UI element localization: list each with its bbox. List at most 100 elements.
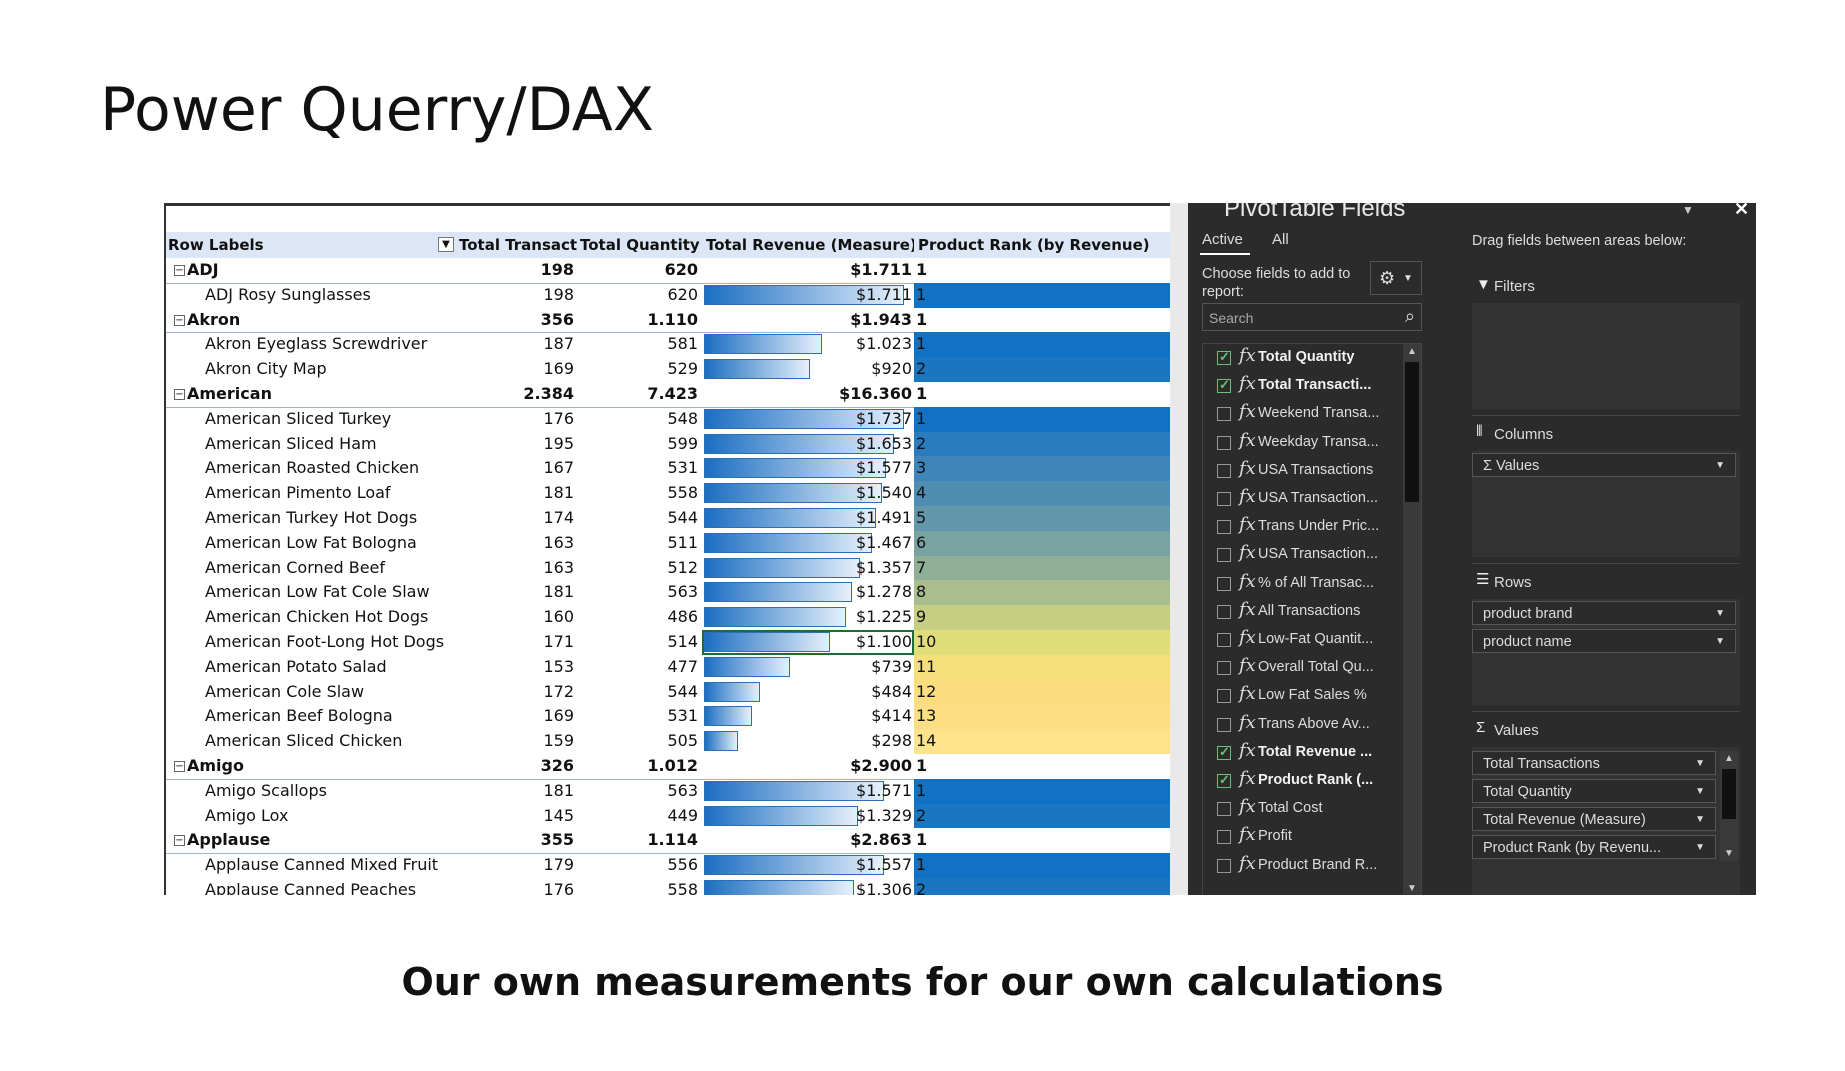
checkbox[interactable] (1217, 520, 1231, 535)
checkbox-checked[interactable] (1217, 349, 1231, 365)
pivot-item-row[interactable]: Applause Canned Mixed Fruit 179 556 $1.557 1 (166, 853, 1170, 878)
field-item[interactable]: fx USA Transaction... (1203, 541, 1403, 569)
total-revenue-cell[interactable]: $1.577 (702, 456, 914, 481)
tab-all[interactable]: All (1272, 231, 1289, 248)
total-quantity-cell[interactable]: 1.012 (647, 756, 698, 775)
total-revenue-cell[interactable]: $1.711 (702, 258, 914, 283)
checkbox-checked[interactable] (1217, 772, 1231, 788)
total-revenue-cell[interactable]: $1.557 (702, 853, 914, 878)
product-rank-cell[interactable]: 2 (914, 431, 1170, 457)
product-rank-cell[interactable]: 7 (914, 555, 1170, 581)
pivot-item-row[interactable]: American Sliced Turkey 176 548 $1.737 1 (166, 406, 1170, 432)
product-rank-cell[interactable]: 13 (914, 704, 1170, 730)
checkbox[interactable] (1217, 548, 1231, 563)
total-quantity-cell[interactable]: 620 (667, 284, 698, 304)
pivot-item-row[interactable]: Akron Eyeglass Screwdriver 187 581 $1.023 1 (166, 332, 1170, 358)
row-label[interactable]: ADJ Rosy Sunglasses (168, 283, 454, 308)
field-item[interactable]: fx Total Cost (1203, 795, 1403, 823)
product-rank-cell[interactable]: 1 (914, 282, 1170, 308)
field-settings-button[interactable]: ⚙ ▼ (1370, 261, 1422, 295)
total-transactions-cell[interactable]: 169 (543, 359, 574, 379)
pivot-item-row[interactable]: American Low Fat Cole Slaw 181 563 $1.278 8 (166, 580, 1170, 606)
checkbox[interactable] (1217, 689, 1231, 704)
row-label[interactable]: American Chicken Hot Dogs (168, 605, 454, 630)
total-transactions-cell[interactable]: 326 (540, 756, 574, 775)
row-label[interactable]: − Amigo (168, 754, 454, 779)
total-quantity-cell[interactable]: 544 (667, 508, 698, 527)
pivot-item-row[interactable]: American Pimento Loaf 181 558 $1.540 4 (166, 481, 1170, 506)
total-revenue-cell[interactable]: $2.863 (702, 828, 914, 853)
pivot-item-row[interactable]: Amigo Lox 145 449 $1.329 2 (166, 803, 1170, 829)
row-label[interactable]: American Turkey Hot Dogs (168, 506, 454, 531)
product-rank-cell[interactable]: 6 (914, 530, 1170, 556)
checkbox[interactable] (1217, 463, 1231, 478)
scroll-down-icon[interactable]: ▼ (1407, 883, 1417, 894)
total-quantity-cell[interactable]: 529 (667, 359, 698, 379)
field-item[interactable]: fx Overall Total Qu... (1203, 654, 1403, 682)
total-transactions-cell[interactable]: 167 (543, 458, 574, 478)
product-rank-cell[interactable]: 12 (914, 679, 1170, 705)
total-transactions-cell[interactable]: 145 (543, 805, 574, 825)
pivot-item-row[interactable]: American Foot-Long Hot Dogs 171 514 $1.100 1… (166, 630, 1170, 655)
total-quantity-cell[interactable]: 486 (667, 607, 698, 627)
row-label[interactable]: Akron City Map (168, 357, 454, 382)
total-transactions-cell[interactable]: 169 (543, 706, 574, 726)
total-revenue-cell[interactable]: $1.491 (702, 506, 914, 531)
scroll-up-icon[interactable]: ▲ (1407, 346, 1417, 357)
field-item[interactable]: fx Low-Fat Quantit... (1203, 626, 1403, 654)
row-label[interactable]: American Potato Salad (168, 655, 454, 680)
total-quantity-cell[interactable]: 505 (667, 731, 698, 751)
pivot-item-row[interactable]: Applause Canned Peaches 176 558 $1.306 2 (166, 878, 1170, 895)
checkbox[interactable] (1217, 407, 1231, 422)
row-label[interactable]: American Low Fat Bologna (168, 531, 454, 556)
product-rank-cell[interactable]: 1 (916, 260, 928, 279)
rows-pill-product-name[interactable]: product name ▼ (1472, 629, 1736, 653)
product-rank-cell[interactable]: 1 (916, 756, 928, 775)
product-rank-cell[interactable]: 9 (914, 605, 1170, 630)
total-revenue-cell[interactable]: $1.540 (702, 481, 914, 506)
total-quantity-cell[interactable]: 514 (667, 632, 698, 651)
scroll-thumb[interactable] (1722, 769, 1736, 819)
values-pill-total-revenue[interactable]: Total Revenue (Measure) ▼ (1472, 807, 1716, 831)
total-revenue-cell[interactable]: $1.571 (702, 779, 914, 804)
pivot-item-row[interactable]: American Roasted Chicken 167 531 $1.577 3 (166, 456, 1170, 482)
total-quantity-cell[interactable]: 563 (667, 582, 698, 602)
product-rank-cell[interactable]: 4 (914, 481, 1170, 506)
row-label[interactable]: American Sliced Turkey (168, 407, 454, 432)
row-label[interactable]: American Cole Slaw (168, 680, 454, 705)
total-revenue-cell[interactable]: $739 (702, 655, 914, 680)
total-transactions-cell[interactable]: 171 (543, 632, 574, 651)
checkbox[interactable] (1217, 858, 1231, 873)
pivot-item-row[interactable]: American Corned Beef 163 512 $1.357 7 (166, 555, 1170, 581)
total-revenue-cell[interactable]: $1.943 (702, 308, 914, 333)
total-quantity-cell[interactable]: 558 (667, 483, 698, 503)
row-label[interactable]: American Foot-Long Hot Dogs (168, 630, 454, 655)
total-quantity-cell[interactable]: 531 (667, 458, 698, 478)
row-label[interactable]: − ADJ (168, 258, 454, 283)
total-transactions-cell[interactable]: 172 (543, 681, 574, 701)
product-rank-cell[interactable]: 2 (914, 357, 1170, 382)
collapse-minus-icon[interactable]: − (174, 314, 185, 326)
pivot-group-row[interactable]: − American 2.384 7.423 $16.360 1 (166, 382, 1170, 408)
product-rank-cell[interactable]: 1 (916, 309, 928, 329)
total-quantity-cell[interactable]: 531 (667, 706, 698, 726)
total-quantity-cell[interactable]: 1.110 (647, 309, 698, 329)
close-icon[interactable]: ✕ (1734, 203, 1750, 219)
row-label[interactable]: Akron Eyeglass Screwdriver (168, 332, 454, 357)
total-quantity-cell[interactable]: 548 (667, 408, 698, 428)
pivot-item-row[interactable]: Amigo Scallops 181 563 $1.571 1 (166, 778, 1170, 804)
total-transactions-cell[interactable]: 153 (543, 656, 574, 676)
product-rank-cell[interactable]: 1 (916, 830, 928, 850)
total-quantity-cell[interactable]: 563 (667, 780, 698, 800)
row-label[interactable]: Amigo Lox (168, 804, 454, 829)
checkbox[interactable] (1217, 633, 1231, 647)
product-rank-cell[interactable]: 1 (914, 778, 1170, 804)
collapse-minus-icon[interactable]: − (174, 761, 185, 772)
row-label[interactable]: American Sliced Ham (168, 432, 454, 457)
total-revenue-cell[interactable]: $1.306 (702, 878, 914, 895)
collapse-minus-icon[interactable]: − (174, 835, 185, 847)
pivot-item-row[interactable]: American Cole Slaw 172 544 $484 12 (166, 679, 1170, 705)
total-revenue-cell[interactable]: $298 (702, 729, 914, 754)
checkbox[interactable] (1217, 576, 1231, 591)
total-revenue-cell[interactable]: $2.900 (702, 754, 914, 779)
